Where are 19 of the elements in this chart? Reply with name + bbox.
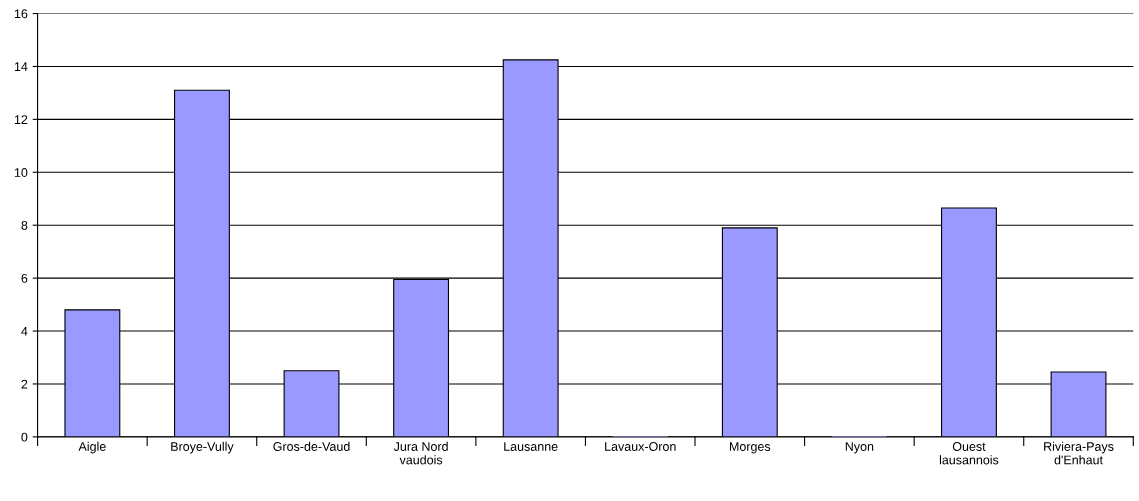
y-tick-label: 12 <box>14 115 28 124</box>
y-tick-label: 10 <box>14 168 28 177</box>
y-tick-label: 2 <box>21 379 28 389</box>
y-tick-label: 16 <box>14 9 28 19</box>
x-tick-label: Jura Nord vaudois <box>393 441 448 465</box>
y-tick-label: 0 <box>21 432 28 442</box>
y-tick-label: 4 <box>21 326 28 336</box>
x-tick-label: Nyon <box>845 442 874 454</box>
x-tick-label: Morges <box>729 442 771 454</box>
x-tick-label: Lavaux-Oron <box>605 442 676 451</box>
y-tick-label: 6 <box>21 273 28 283</box>
x-tick-label: Aigle <box>78 441 106 454</box>
x-tick-label: Lausanne <box>504 442 558 451</box>
y-tick-label: 14 <box>14 62 28 71</box>
x-tick-label: Ouest lausannois <box>939 442 999 465</box>
x-tick-label: Broye-Vully <box>171 441 234 454</box>
x-tick-label: Gros-de-Vaud <box>273 441 350 451</box>
y-tick-label: 8 <box>21 221 28 230</box>
x-tick-label: Riviera-Pays d'Enhaut <box>1044 441 1114 465</box>
